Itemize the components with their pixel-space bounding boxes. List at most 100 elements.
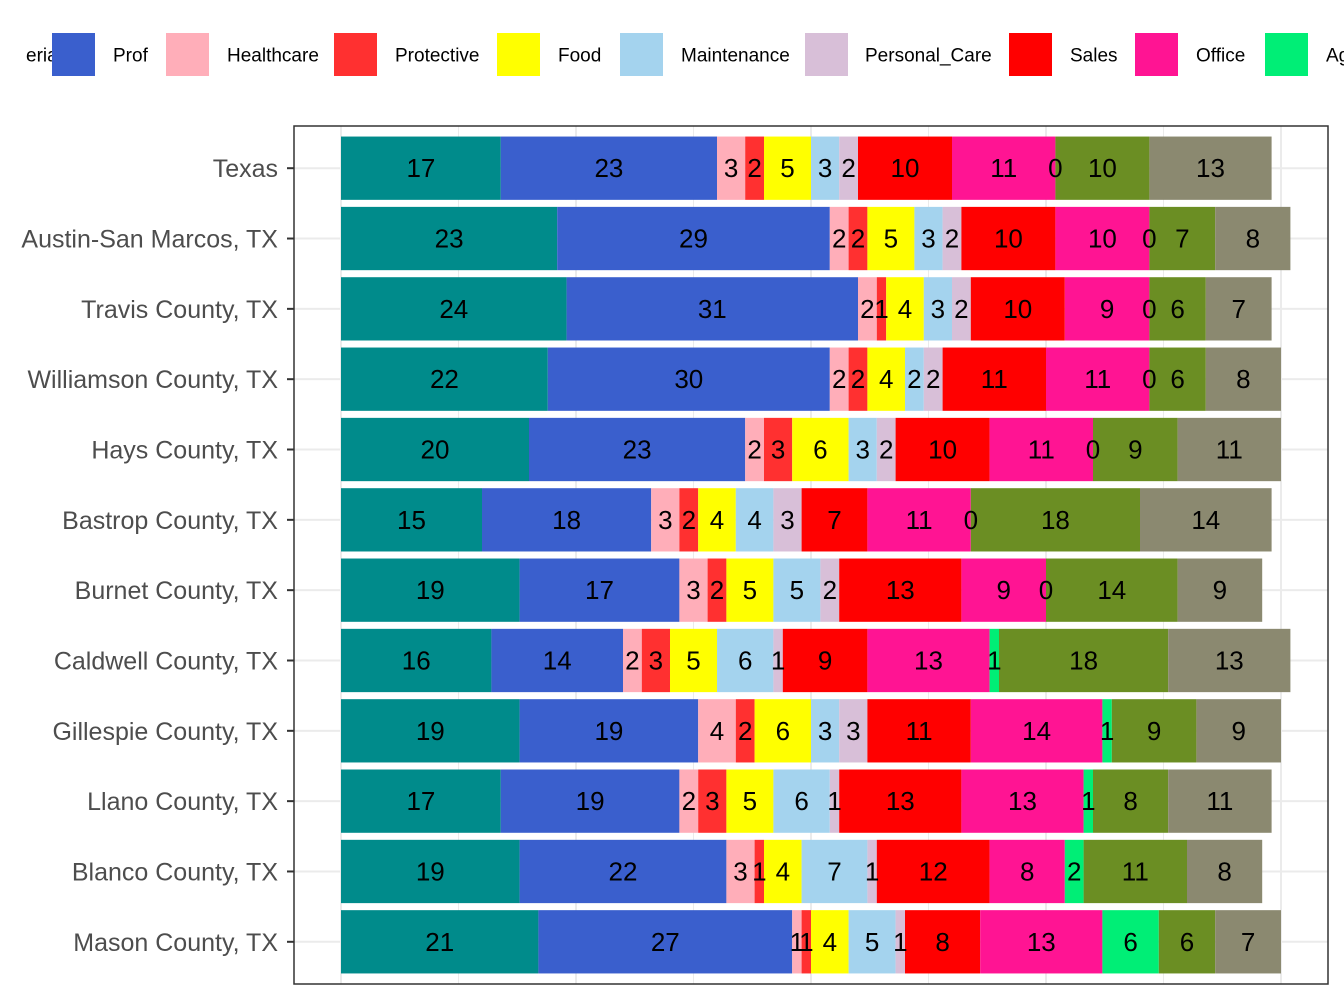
bar-segment bbox=[341, 136, 501, 200]
data-label: 7 bbox=[827, 505, 841, 535]
data-label: 14 bbox=[1022, 716, 1051, 746]
bar-segment bbox=[500, 769, 680, 833]
data-label: 2 bbox=[738, 716, 752, 746]
data-label: 2 bbox=[860, 294, 874, 324]
data-label: 14 bbox=[543, 645, 572, 675]
y-tick-label: Hays County, TX bbox=[91, 437, 278, 465]
legend-label: Personal_Care bbox=[865, 46, 992, 67]
bar-segment bbox=[341, 839, 520, 904]
data-label: 2 bbox=[747, 153, 761, 183]
data-label: 13 bbox=[1196, 153, 1225, 183]
legend-key bbox=[1009, 33, 1052, 76]
bar-segment bbox=[707, 558, 727, 622]
data-label: 19 bbox=[416, 856, 445, 886]
bar-segment bbox=[829, 347, 849, 411]
y-tick-label: Travis County, TX bbox=[81, 296, 278, 324]
data-label: 16 bbox=[402, 645, 431, 675]
bar-segment bbox=[905, 910, 981, 974]
data-label: 0 bbox=[1048, 153, 1062, 183]
data-label: 21 bbox=[425, 927, 454, 957]
bar-segment bbox=[801, 488, 868, 552]
data-label: 27 bbox=[651, 927, 680, 957]
data-label: 2 bbox=[841, 153, 855, 183]
data-label: 2 bbox=[710, 575, 724, 605]
bar-segment bbox=[839, 699, 868, 763]
bar-segment bbox=[1064, 839, 1084, 904]
bar-segment bbox=[989, 839, 1065, 904]
data-label: 11 bbox=[906, 716, 933, 746]
data-label: 3 bbox=[931, 294, 945, 324]
bar-segment bbox=[1215, 206, 1291, 271]
bar-segment bbox=[1140, 488, 1272, 552]
bar-segment bbox=[698, 699, 736, 763]
data-label: 29 bbox=[679, 224, 708, 254]
bar-segment bbox=[1205, 277, 1272, 341]
data-label: 2 bbox=[832, 224, 846, 254]
data-label: 2 bbox=[851, 364, 865, 394]
bar-segment bbox=[876, 277, 887, 341]
bar-segment bbox=[801, 839, 868, 904]
bar-segment bbox=[839, 136, 858, 200]
data-label: 8 bbox=[1123, 786, 1137, 816]
bar-segment bbox=[867, 839, 877, 904]
data-label: 6 bbox=[1170, 364, 1184, 394]
data-label: 2 bbox=[926, 364, 940, 394]
data-label: 2 bbox=[682, 786, 696, 816]
data-label: 4 bbox=[776, 856, 790, 886]
data-label: 1 bbox=[1081, 786, 1095, 816]
bar-segment bbox=[341, 347, 548, 411]
bar-segment bbox=[782, 628, 868, 693]
bar-segment bbox=[792, 910, 802, 974]
data-label: 14 bbox=[1097, 575, 1126, 605]
legend-label: Maintenance bbox=[681, 46, 790, 67]
data-label: 9 bbox=[1147, 716, 1161, 746]
data-label: 2 bbox=[1067, 856, 1081, 886]
legend-key bbox=[166, 33, 209, 76]
bar-segment bbox=[942, 206, 962, 271]
y-tick-label: Bastrop County, TX bbox=[62, 507, 278, 535]
data-label: 13 bbox=[886, 786, 915, 816]
data-label: 17 bbox=[406, 153, 435, 183]
data-label: 3 bbox=[771, 435, 785, 465]
data-label: 4 bbox=[823, 927, 837, 957]
data-label: 0 bbox=[1142, 294, 1156, 324]
bar-segment bbox=[1149, 206, 1216, 271]
data-label: 22 bbox=[430, 364, 459, 394]
bar-segment bbox=[773, 488, 802, 552]
data-label: 23 bbox=[435, 224, 464, 254]
legend-label: Prof bbox=[113, 46, 149, 67]
bar-segment bbox=[914, 206, 943, 271]
data-label: 10 bbox=[1088, 153, 1117, 183]
data-label: 6 bbox=[794, 786, 808, 816]
legend-label: Ag bbox=[1326, 46, 1344, 67]
y-tick-label: Texas bbox=[213, 155, 278, 183]
bar-segment bbox=[876, 839, 990, 904]
bar-segment bbox=[952, 136, 1056, 200]
data-label: 2 bbox=[747, 435, 761, 465]
data-label: 19 bbox=[594, 716, 623, 746]
data-label: 18 bbox=[1069, 645, 1098, 675]
bar-segment bbox=[1064, 277, 1150, 341]
bar-segment bbox=[1205, 347, 1281, 411]
data-label: 2 bbox=[954, 294, 968, 324]
data-label: 10 bbox=[928, 435, 957, 465]
bar-segment bbox=[726, 839, 755, 904]
bar-segment bbox=[754, 699, 811, 763]
legend: erial Prof Healthcare Protective Food Mainten… bbox=[26, 33, 1344, 76]
data-label: 17 bbox=[585, 575, 614, 605]
bar-segment bbox=[886, 277, 924, 341]
data-label: 22 bbox=[609, 856, 638, 886]
bar-segment bbox=[482, 488, 652, 552]
data-label: 6 bbox=[1180, 927, 1194, 957]
bar-segment bbox=[519, 699, 699, 763]
bar-segment bbox=[858, 277, 877, 341]
bar-segment bbox=[726, 558, 774, 622]
y-tick-label: Llano County, TX bbox=[87, 788, 278, 816]
bar-segment bbox=[999, 628, 1169, 693]
bar-segment bbox=[773, 769, 830, 833]
data-label: 9 bbox=[1213, 575, 1227, 605]
bar-segment bbox=[341, 206, 558, 271]
data-label: 2 bbox=[682, 505, 696, 535]
bar-segment bbox=[735, 488, 774, 552]
